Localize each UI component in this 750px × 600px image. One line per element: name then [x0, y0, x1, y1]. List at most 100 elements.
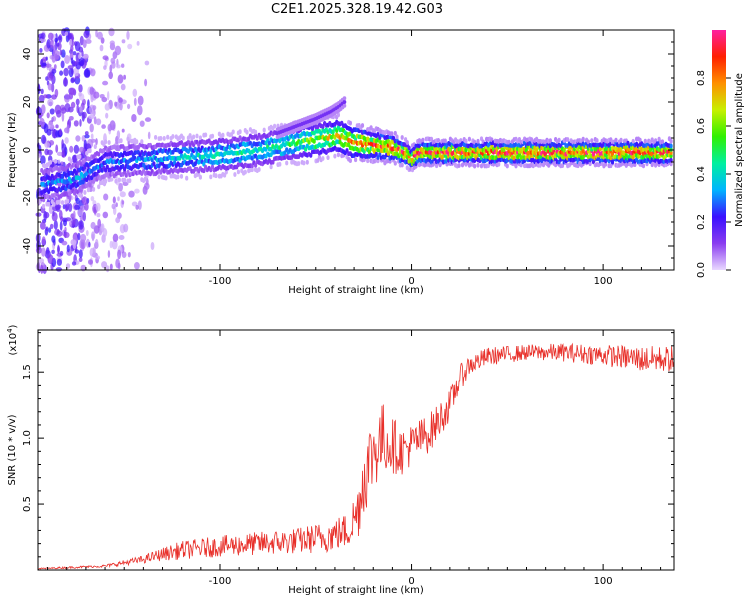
spectrogram-ridge-cell [505, 163, 509, 169]
spectrogram-noise-cell [144, 60, 150, 66]
spectrogram-ridge-cell [221, 132, 225, 138]
spectrogram-noise-cell [64, 93, 70, 103]
colorbar-tick-label: 0.6 [696, 118, 707, 134]
snr-series-line [37, 342, 675, 570]
spectrogram-ridge-cell [562, 147, 566, 153]
spectrogram-noise-cell [95, 202, 101, 212]
spectrogram-noise-cell [47, 254, 54, 265]
spectrogram-noise-cell [84, 131, 89, 136]
spectrogram-noise-cell [83, 30, 90, 38]
spectrogram-ridge-cell [231, 129, 235, 135]
spectrogram-ridge-cell [336, 152, 340, 158]
spectrogram-ridge-cell [78, 154, 82, 160]
spectrogram-noise-cell [64, 76, 67, 87]
spectrogram-ridge-cell [185, 175, 189, 181]
colorbar-tick-label: 0.0 [696, 262, 707, 278]
spectrogram-noise-cell [90, 221, 96, 230]
spectrogram-noise-cell [101, 261, 108, 269]
spectrogram-ridge-cell [162, 136, 166, 141]
spectrogram-noise-cell [88, 241, 91, 248]
spectrogram-noise-cell [55, 130, 61, 138]
spectrogram-noise-cell [126, 30, 130, 40]
spectrogram-noise-cell [40, 264, 44, 274]
spectrogram-noise-cell [90, 68, 96, 77]
spectrogram-noise-cell [60, 107, 67, 114]
snr-multiplier-exponent: 4 [6, 328, 14, 333]
spectrogram-ridge-cell [519, 162, 523, 168]
spectrogram-noise-cell [51, 212, 58, 222]
spectrogram-ridge-cell [588, 161, 592, 167]
spectrogram-noise-cell [53, 64, 57, 70]
spectrogram-noise-cell [85, 39, 92, 44]
spectrogram-ridge-cell [66, 198, 70, 204]
spectrogram-ridge-cell [631, 138, 635, 144]
spectrogram-noise-cell [48, 205, 54, 214]
spectrogram-ridge-cell [192, 134, 196, 140]
spectrogram-noise-cell [60, 161, 64, 166]
spectrogram-noise-cell [52, 116, 57, 122]
spectrogram-noise-cell [75, 197, 80, 204]
spectrogram-ridge-cell [159, 136, 163, 141]
spectrogram-noise-cell [99, 44, 104, 52]
spectrogram-ridge-cell [157, 174, 161, 180]
spectrogram-noise-cell [112, 196, 116, 204]
spectrogram-ridge-cell [97, 151, 101, 157]
spectrogram-noise-cell [40, 32, 46, 40]
spectrogram-ridge-cell [198, 174, 202, 180]
spectrogram-ridge-cell [514, 163, 518, 169]
spectrogram-noise-cell [50, 39, 54, 48]
spectrogram-ridge-cell [435, 163, 439, 169]
spectrogram-noise-cell [74, 41, 78, 47]
spectrogram-ridge-cell [195, 133, 199, 139]
spectrogram-noise-cell [41, 104, 46, 115]
spectrogram-noise-cell [147, 131, 151, 140]
spectrogram-ridge-cell [107, 140, 111, 145]
spectrogram-ridge-cell [60, 200, 65, 205]
spectrogram-ridge-cell [421, 137, 425, 143]
spectrogram-noise-cell [56, 151, 63, 156]
spectrogram-noise-cell [62, 149, 65, 158]
spectrogram-noise-cell [72, 51, 77, 56]
spectrogram-ridge-cell [354, 157, 358, 163]
spectrogram-noise-cell [71, 154, 77, 163]
spectrogram-noise-cell [35, 246, 43, 254]
spectrogram-noise-cell [97, 218, 102, 229]
spectrogram-noise-cell [58, 34, 63, 43]
spectrogram-noise-cell [81, 50, 84, 57]
spectrogram-noise-cell [66, 124, 70, 134]
spectrogram-ridge-cell [214, 173, 218, 179]
spectrogram-noise-cell [69, 38, 73, 46]
spectrogram-noise-cell [119, 191, 126, 198]
spectrogram-noise-cell [64, 55, 70, 64]
spectrogram-noise-cell [104, 103, 111, 111]
spectrogram-ridge-cell [348, 120, 352, 126]
spectrogram-noise-cell [127, 43, 133, 50]
spectrogram-noise-cell [47, 71, 54, 81]
spectrogram-noise-cell [64, 31, 69, 37]
spectrogram-ridge-cell [507, 139, 511, 145]
spectrogram-ridge-cell [104, 178, 108, 184]
spectrogram-noise-cell [144, 78, 148, 87]
spectrogram-ridge-cell [669, 161, 673, 167]
spectrogram-noise-cell [60, 60, 65, 69]
spectrogram-ridge-cell [407, 145, 411, 151]
spectrogram-ridge-cell [88, 182, 92, 188]
spectrogram-noise-cell [39, 37, 46, 43]
spectrogram-ridge-cell [309, 153, 313, 158]
spectrogram-noise-cell [82, 54, 89, 59]
spectrogram-noise-cell [115, 217, 121, 224]
spectrogram-noise-cell [73, 144, 80, 154]
spectrogram-ridge-cell [486, 163, 490, 169]
spectrogram-cells [35, 26, 673, 275]
spectrogram-y-tick-label: -40 [22, 238, 33, 254]
spectrogram-noise-cell [40, 88, 44, 95]
spectrogram-noise-cell [114, 101, 118, 107]
figure-title: C2E1.2025.328.19.42.G03 [271, 2, 443, 17]
spectrogram-noise-cell [110, 57, 116, 64]
spectrogram-noise-cell [101, 124, 106, 129]
spectrogram-ridge-cell [457, 163, 461, 168]
spectrogram-x-tick-label: 100 [594, 276, 613, 287]
spectrogram-noise-cell [116, 130, 121, 140]
spectrogram-noise-cell [73, 210, 76, 220]
spectrogram-noise-cell [123, 223, 129, 233]
